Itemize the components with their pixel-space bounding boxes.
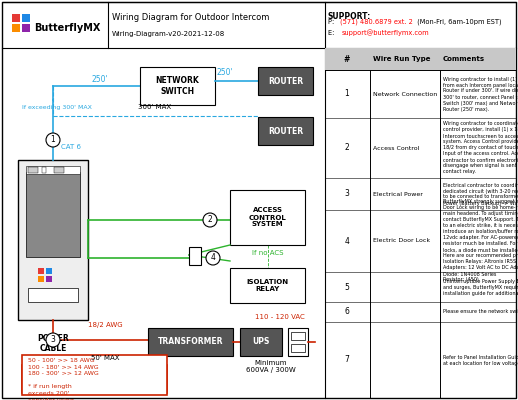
Text: #: # — [344, 54, 350, 64]
Text: Wiring contractor to coordinate with access
control provider, install (1) x 18/2: Wiring contractor to coordinate with acc… — [443, 122, 518, 174]
Bar — [18, 160, 88, 320]
Text: 5: 5 — [344, 282, 350, 292]
Text: If exceeding 300' MAX: If exceeding 300' MAX — [22, 104, 92, 110]
Text: 4: 4 — [210, 254, 215, 262]
Text: Wire Run Type: Wire Run Type — [373, 56, 430, 62]
Circle shape — [46, 133, 60, 147]
Text: Wiring-Diagram-v20-2021-12-08: Wiring-Diagram-v20-2021-12-08 — [112, 31, 225, 37]
Bar — [22, 14, 30, 22]
Bar — [230, 190, 305, 245]
Text: 300' MAX: 300' MAX — [138, 104, 171, 110]
Text: TRANSFORMER: TRANSFORMER — [158, 338, 223, 346]
Bar — [26, 166, 80, 174]
Circle shape — [46, 333, 60, 347]
Circle shape — [203, 213, 217, 227]
Text: 110 - 120 VAC: 110 - 120 VAC — [255, 314, 305, 320]
Text: Electrical Power: Electrical Power — [373, 192, 423, 196]
Bar — [12, 24, 20, 32]
Bar — [325, 48, 516, 70]
Bar — [38, 268, 44, 274]
Text: 6: 6 — [344, 308, 350, 316]
Text: 2: 2 — [344, 144, 349, 152]
Text: Comments: Comments — [443, 56, 485, 62]
Text: Electric Door Lock: Electric Door Lock — [373, 238, 430, 244]
Bar — [38, 276, 44, 282]
Bar — [42, 167, 46, 173]
Text: Minimum
600VA / 300W: Minimum 600VA / 300W — [246, 360, 296, 373]
Text: 18/2 AWG: 18/2 AWG — [88, 322, 122, 328]
Text: P:: P: — [328, 19, 336, 25]
Bar — [148, 328, 233, 356]
Bar — [12, 14, 20, 22]
Text: E:: E: — [328, 30, 339, 36]
Text: 250': 250' — [92, 76, 108, 84]
Bar — [22, 355, 167, 395]
Text: 4: 4 — [344, 236, 350, 246]
Bar — [240, 328, 282, 356]
Text: 7: 7 — [344, 356, 350, 364]
Text: Refer to Panel Installation Guide for additional details. Leave 6' service loop
: Refer to Panel Installation Guide for ad… — [443, 354, 518, 366]
Text: ACCESS
CONTROL
SYSTEM: ACCESS CONTROL SYSTEM — [249, 208, 286, 228]
Text: UPS: UPS — [252, 338, 270, 346]
Text: 50' MAX: 50' MAX — [91, 355, 119, 361]
Text: Please ensure the network switch is properly grounded.: Please ensure the network switch is prop… — [443, 310, 518, 314]
Text: support@butterflymx.com: support@butterflymx.com — [342, 30, 429, 36]
Bar — [288, 328, 308, 356]
Bar — [22, 24, 30, 32]
Bar — [26, 172, 80, 257]
Text: ButterflyMX strongly suggest all Electrical
Door Lock wiring to be home-run dire: ButterflyMX strongly suggest all Electri… — [443, 200, 518, 282]
Text: (Mon-Fri, 6am-10pm EST): (Mon-Fri, 6am-10pm EST) — [415, 19, 501, 25]
Bar — [22, 365, 167, 393]
Text: 3: 3 — [51, 336, 55, 344]
Text: Wiring contractor to install (1) a Cat5e/Cat6
from each Intercom panel location : Wiring contractor to install (1) a Cat5e… — [443, 76, 518, 112]
Text: NETWORK
SWITCH: NETWORK SWITCH — [155, 76, 199, 96]
Text: ISOLATION
RELAY: ISOLATION RELAY — [247, 279, 289, 292]
Bar — [28, 288, 78, 302]
Text: Electrical contractor to coordinate (1)
dedicated circuit (with 3-20 receptacle): Electrical contractor to coordinate (1) … — [443, 182, 518, 206]
Text: ROUTER: ROUTER — [268, 126, 303, 136]
Text: 1: 1 — [344, 90, 349, 98]
Text: SUPPORT:: SUPPORT: — [328, 12, 371, 21]
Text: 3: 3 — [344, 190, 350, 198]
Bar — [54, 167, 64, 173]
Bar — [230, 268, 305, 303]
Bar — [28, 167, 38, 173]
Text: If no ACS: If no ACS — [252, 250, 283, 256]
Text: 2: 2 — [208, 216, 212, 224]
Circle shape — [206, 251, 220, 265]
Bar — [258, 117, 313, 145]
Text: Network Connection: Network Connection — [373, 92, 437, 96]
Text: 250': 250' — [217, 68, 233, 77]
Bar — [46, 276, 52, 282]
Text: POWER
CABLE: POWER CABLE — [37, 334, 69, 354]
Text: 1: 1 — [51, 136, 55, 144]
Bar — [291, 332, 305, 340]
Text: (571) 480.6879 ext. 2: (571) 480.6879 ext. 2 — [340, 19, 413, 25]
Text: Access Control: Access Control — [373, 146, 420, 150]
Bar — [258, 67, 313, 95]
Bar — [46, 268, 52, 274]
Bar — [140, 67, 215, 105]
Bar — [189, 247, 201, 265]
Text: Wiring Diagram for Outdoor Intercom: Wiring Diagram for Outdoor Intercom — [112, 14, 269, 22]
Text: CAT 6: CAT 6 — [61, 144, 81, 150]
Text: ButterflyMX: ButterflyMX — [34, 23, 100, 33]
Text: Uninterruptible Power Supply Battery Backup. To prevent voltage drops
and surges: Uninterruptible Power Supply Battery Bac… — [443, 278, 518, 296]
Text: 50 - 100' >> 18 AWG
100 - 180' >> 14 AWG
180 - 300' >> 12 AWG

* if run length
e: 50 - 100' >> 18 AWG 100 - 180' >> 14 AWG… — [28, 358, 99, 400]
Bar — [291, 344, 305, 352]
Text: ROUTER: ROUTER — [268, 76, 303, 86]
